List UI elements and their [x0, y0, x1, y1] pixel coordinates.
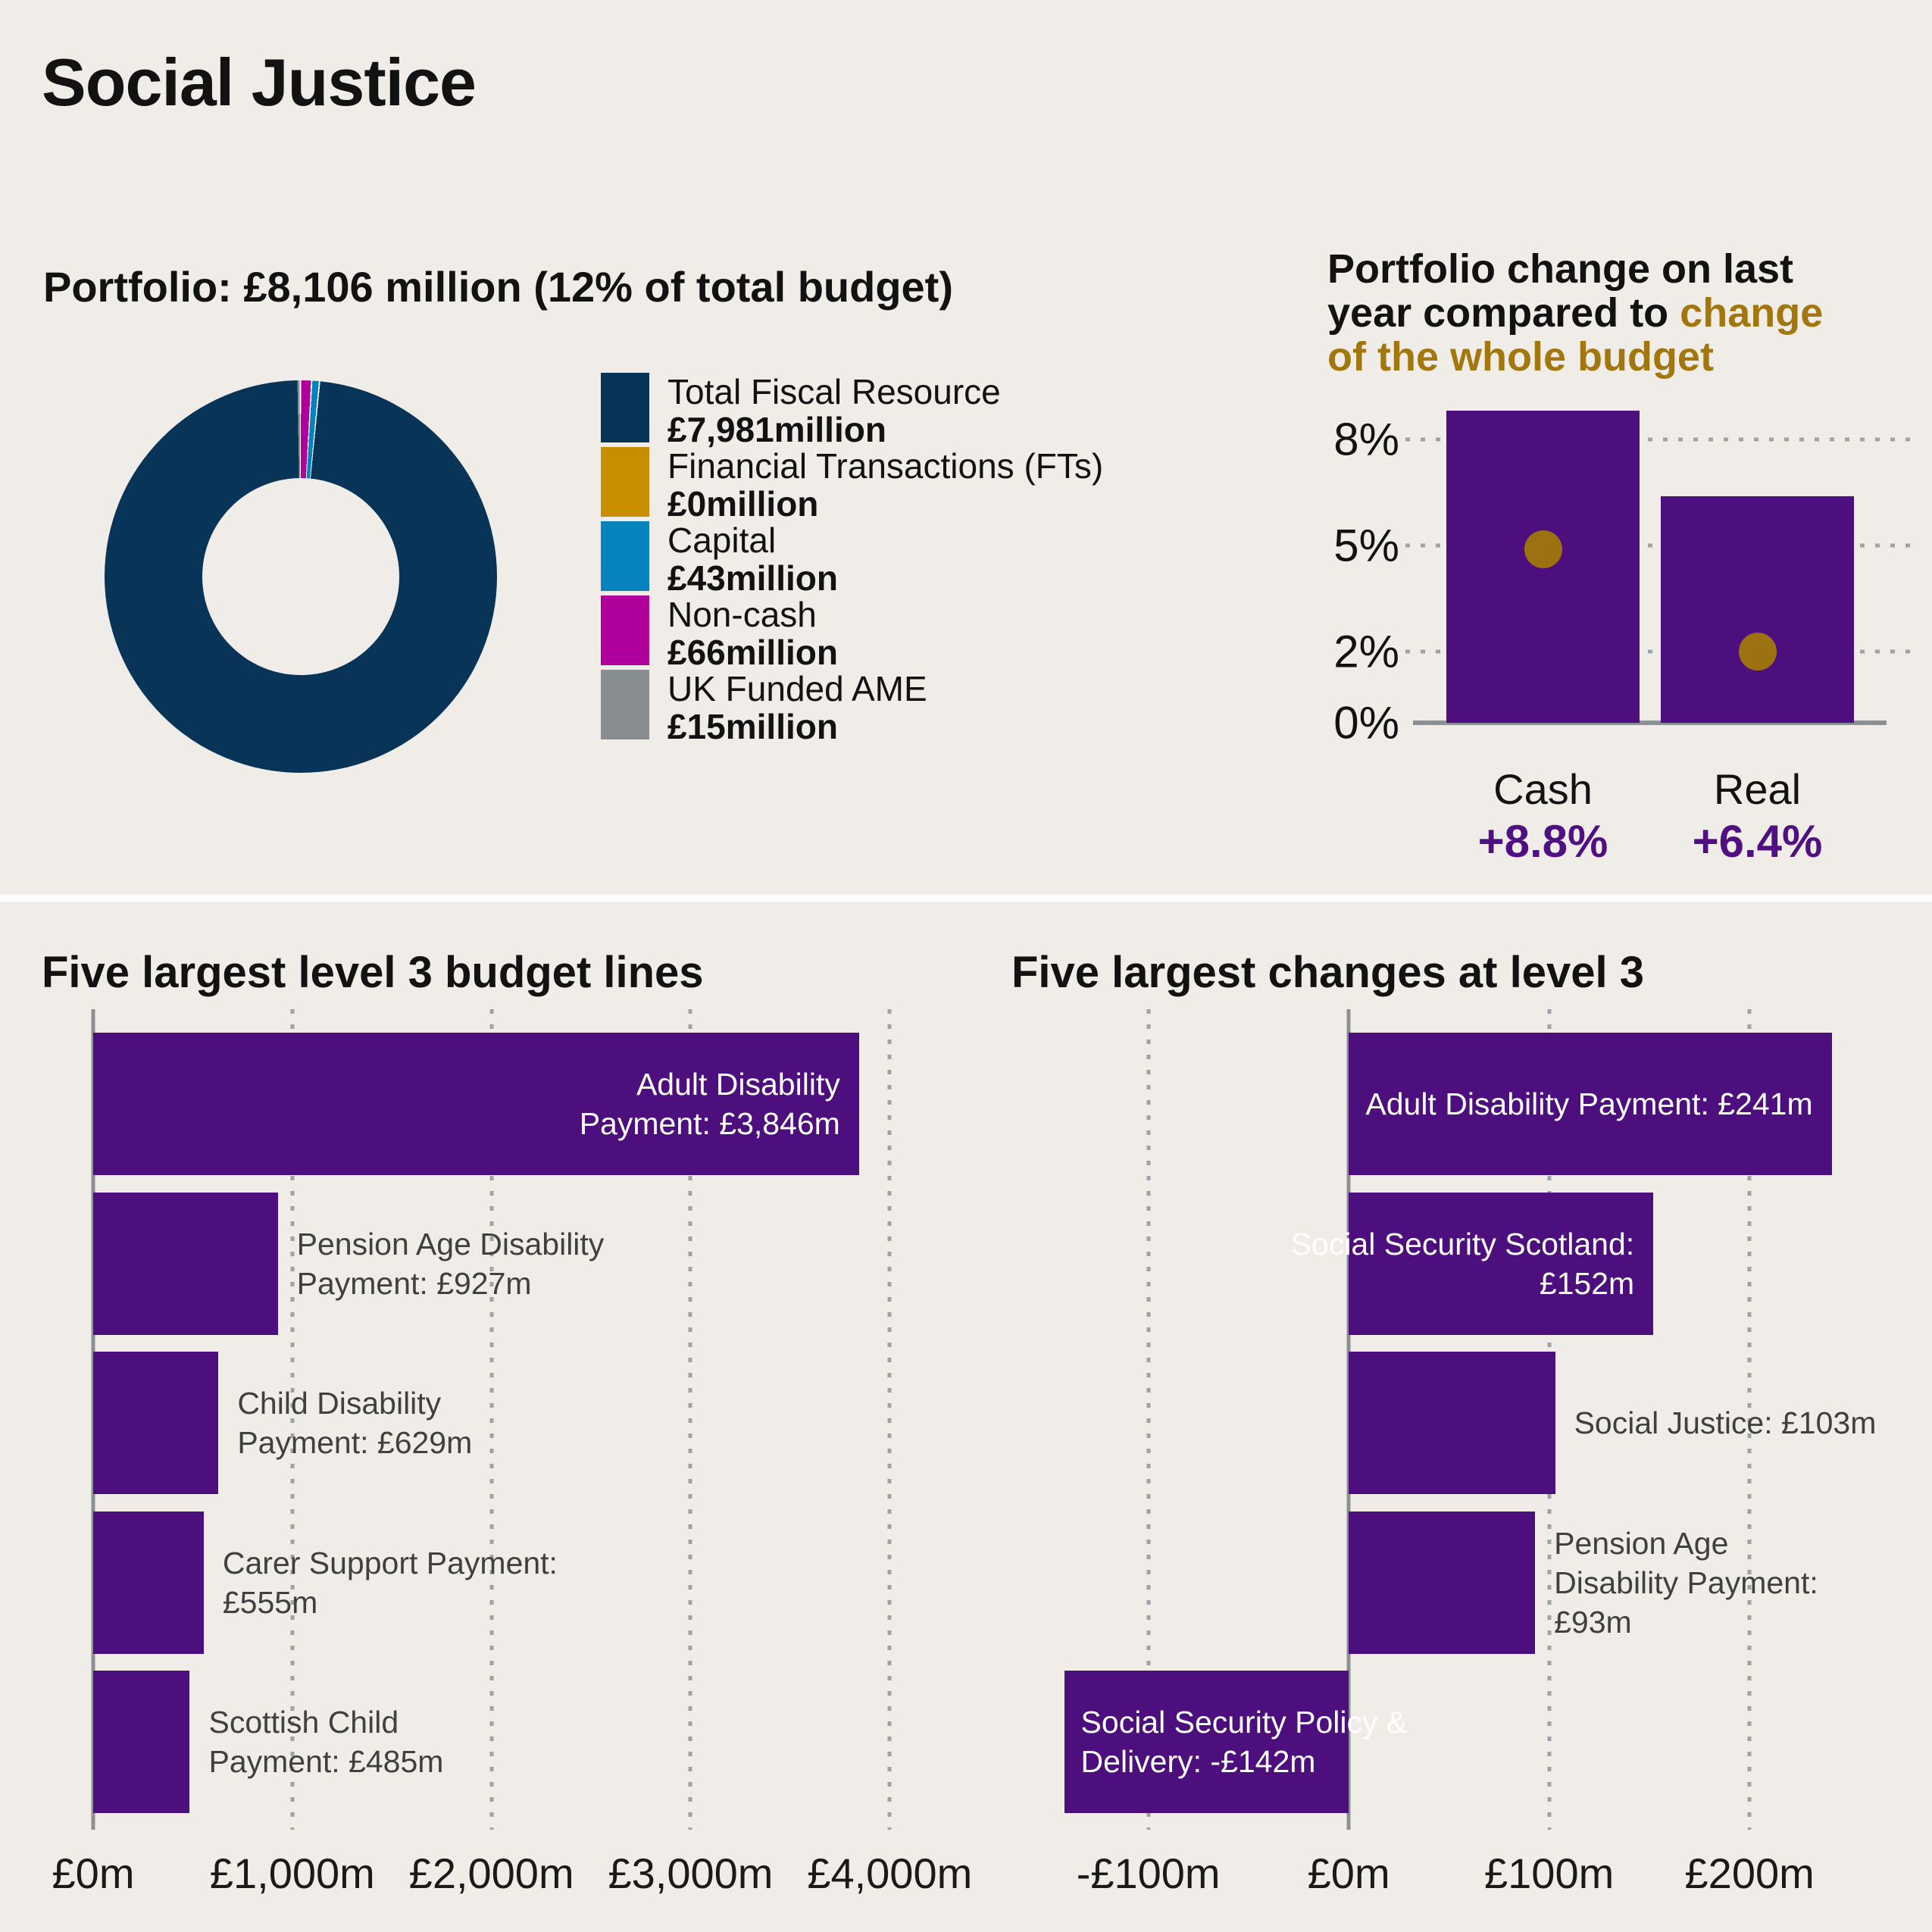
bar-row-social-security-scotland: Social Security Scotland: £152m — [1053, 1193, 1917, 1335]
legend-label: Financial Transactions (FTs) — [667, 446, 1104, 486]
y-tick-label: 0% — [1333, 697, 1399, 749]
x-axis-labels: £0m £1,000m £2,000m £3,000m £4,000m — [52, 1849, 973, 1902]
level3-changes-chart: Adult Disability Payment: £241m Social S… — [1053, 1009, 1917, 1897]
gridline — [1146, 1009, 1151, 1830]
bar-label: Social Security Policy & Delivery: -£142… — [1080, 1705, 1408, 1779]
legend-value: £0million — [667, 484, 819, 524]
legend-item-financial-transactions: Financial Transactions (FTs) £0million — [601, 446, 1104, 523]
x-axis-line — [1413, 721, 1887, 725]
bar-label: Child Disability Payment: £629m — [237, 1386, 473, 1460]
x-tick-label: £0m — [52, 1849, 135, 1897]
bar-label: Adult Disability Payment: £241m — [1365, 1086, 1813, 1121]
bar — [1349, 1033, 1832, 1175]
bar-slot-real: Real +6.4% — [1661, 326, 1854, 867]
legend-item-total-fiscal-resource: Total Fiscal Resource £7,981million — [601, 372, 1103, 449]
bar-label: Scottish Child Payment: £485m — [208, 1705, 444, 1779]
bar — [1349, 1193, 1654, 1335]
donut-legend: Total Fiscal Resource £7,981million Fina… — [601, 372, 1104, 746]
legend-item-non-cash: Non-cash £66million — [601, 595, 1103, 671]
bar — [93, 1352, 219, 1494]
bar-row-social-justice: Social Justice: £103m — [1053, 1352, 1917, 1494]
legend-label: Capital — [667, 521, 777, 560]
legend-label: Non-cash — [667, 595, 817, 634]
legend-swatch-blue — [601, 521, 649, 591]
bar-row-pension-age-disability: Pension Age Disability Payment: £927m — [93, 1193, 939, 1335]
legend-item-capital: Capital £43million — [601, 521, 1103, 597]
gridline — [489, 1009, 494, 1830]
portfolio-heading: Portfolio: £8,106 million (12% of total … — [43, 263, 953, 311]
bar-label: Adult Disability Payment: £3,846m — [579, 1067, 840, 1141]
gridline — [290, 1009, 295, 1830]
value-label-real: +6.4% — [1692, 816, 1823, 867]
budget-lines-chart: Adult Disability Payment: £3,846m Pensio… — [52, 1009, 972, 1897]
legend-value: £66million — [667, 633, 838, 672]
donut-chart — [105, 380, 497, 773]
legend-value: £15million — [667, 707, 838, 746]
bar — [93, 1033, 859, 1175]
bar — [93, 1193, 278, 1335]
bar — [1349, 1512, 1536, 1654]
x-tick-label: £4,000m — [807, 1849, 973, 1897]
x-tick-label: £1,000m — [209, 1849, 375, 1897]
whole-budget-dot-cash — [1524, 530, 1562, 568]
x-axis-labels: -£100m £0m £100m £200m — [1053, 1849, 1917, 1902]
bar-label: Pension Age Disability Payment: £927m — [296, 1227, 605, 1301]
legend-item-uk-funded-ame: UK Funded AME £15million — [601, 669, 1103, 746]
section-divider — [0, 895, 1932, 902]
gridline — [887, 1009, 892, 1830]
bar-row-social-security-policy-delivery: Social Security Policy & Delivery: -£142… — [1053, 1671, 1917, 1813]
changes-title: Five largest changes at level 3 — [1011, 948, 1644, 997]
bar-slot-cash: Cash +8.8% — [1446, 326, 1640, 867]
pct-change-chart: 8% 5% 2% 0% Cash +8.8% Real +6.4% — [1333, 326, 1924, 867]
gridline-8pct — [1405, 437, 1917, 442]
x-tick-label: £3,000m — [608, 1849, 774, 1897]
x-tick-label: £100m — [1484, 1849, 1615, 1897]
category-label-real: Real — [1713, 765, 1802, 813]
bar — [1349, 1352, 1555, 1494]
legend-label: Total Fiscal Resource — [667, 372, 1001, 411]
pct-chart-title-black: Portfolio change on last year compared t… — [1327, 246, 1794, 336]
legend-label: UK Funded AME — [667, 669, 927, 708]
legend-swatch-navy — [601, 373, 649, 442]
gridline — [1747, 1009, 1752, 1830]
bar-row-pension-age-disability-change: Pension Age Disability Payment: £93m — [1053, 1512, 1917, 1654]
category-label-cash: Cash — [1493, 765, 1593, 813]
budget-lines-title: Five largest level 3 budget lines — [42, 948, 704, 997]
bar-label: Pension Age Disability Payment: £93m — [1554, 1526, 1818, 1640]
bar-real — [1661, 496, 1854, 723]
donut-hole — [202, 478, 399, 675]
bar-row-adult-disability-change: Adult Disability Payment: £241m — [1053, 1033, 1917, 1175]
bar-row-child-disability: Child Disability Payment: £629m — [93, 1352, 939, 1494]
legend-swatch-gold — [601, 447, 649, 517]
x-tick-label: £2,000m — [408, 1849, 574, 1897]
bar-label: Social Security Scotland: £152m — [1290, 1227, 1635, 1301]
pct-chart-title-gold: change of the whole budget — [1327, 290, 1824, 380]
pct-chart-title: Portfolio change on last year compared t… — [1327, 247, 1867, 379]
bar — [93, 1671, 190, 1813]
bar-label: Carer Support Payment: £555m — [222, 1546, 558, 1620]
value-label-cash: +8.8% — [1477, 816, 1608, 867]
x-tick-label: £200m — [1684, 1849, 1815, 1897]
x-tick-label: £0m — [1307, 1849, 1390, 1897]
bar — [1064, 1671, 1349, 1813]
legend-value: £7,981million — [667, 410, 886, 449]
bar-row-carer-support: Carer Support Payment: £555m — [93, 1512, 939, 1654]
legend-value: £43million — [667, 558, 838, 598]
bar-label: Social Justice: £103m — [1574, 1405, 1877, 1440]
gridline — [688, 1009, 692, 1830]
whole-budget-dot-real — [1738, 633, 1777, 671]
bar-row-scottish-child: Scottish Child Payment: £485m — [93, 1671, 939, 1813]
bar-row-adult-disability: Adult Disability Payment: £3,846m — [93, 1033, 939, 1175]
legend-swatch-magenta — [601, 596, 649, 665]
legend-swatch-gray — [601, 670, 649, 739]
y-tick-label: 5% — [1333, 520, 1399, 571]
page-title: Social Justice — [42, 45, 477, 120]
y-tick-label: 8% — [1333, 414, 1399, 465]
x-tick-label: -£100m — [1076, 1849, 1221, 1897]
bar — [93, 1512, 204, 1654]
y-tick-label: 2% — [1333, 626, 1399, 677]
